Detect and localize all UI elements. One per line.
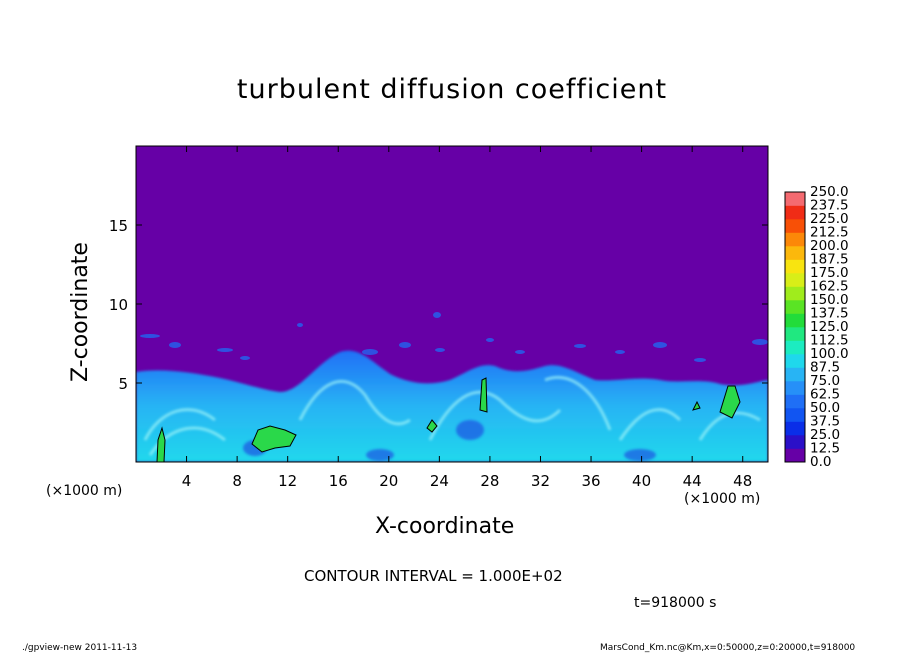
colorbar-level-label: 237.5 bbox=[810, 198, 849, 214]
colorbar-level-label: 62.5 bbox=[810, 387, 840, 403]
colorbar-level-label: 125.0 bbox=[810, 319, 849, 335]
footer-right: MarsCond_Km.nc@Km,x=0:50000,z=0:20000,t=… bbox=[600, 643, 856, 653]
colorbar-swatch bbox=[785, 354, 805, 368]
colorbar-swatch bbox=[785, 219, 805, 233]
colorbar: 0.012.525.037.550.062.575.087.5100.0112.… bbox=[784, 184, 849, 470]
x-tick-label: 20 bbox=[379, 472, 398, 490]
colorbar-swatch bbox=[785, 259, 805, 274]
x-axis-label: X-coordinate bbox=[375, 514, 515, 539]
y-axis-ticks: 5 10 15 bbox=[109, 217, 768, 393]
x-tick-label: 44 bbox=[683, 472, 702, 490]
colorbar-swatch bbox=[785, 273, 805, 287]
turbulent-layer bbox=[136, 312, 768, 462]
contour-region-1 bbox=[156, 426, 166, 462]
colorbar-swatch bbox=[785, 340, 805, 355]
x-tick-label: 4 bbox=[182, 472, 192, 490]
colorbar-swatch bbox=[785, 367, 805, 382]
colorbar-swatch bbox=[785, 448, 805, 463]
colorbar-swatch bbox=[785, 408, 805, 422]
contour-region-4 bbox=[426, 419, 438, 433]
y-tick-label: 10 bbox=[109, 296, 128, 314]
x-tick-label: 48 bbox=[733, 472, 752, 490]
colorbar-level-label: 250.0 bbox=[810, 184, 849, 200]
time-label: t=918000 s bbox=[634, 595, 717, 611]
y-tick-label: 15 bbox=[109, 217, 128, 235]
x-tick-label: 8 bbox=[232, 472, 242, 490]
x-tick-label: 32 bbox=[531, 472, 550, 490]
colorbar-swatch bbox=[785, 313, 805, 328]
colorbar-level-label: 75.0 bbox=[810, 373, 840, 389]
colorbar-level-label: 0.0 bbox=[810, 454, 831, 470]
colorbar-level-label: 212.5 bbox=[810, 225, 849, 241]
y-tick-label: 5 bbox=[118, 375, 128, 393]
colorbar-level-label: 37.5 bbox=[810, 414, 840, 430]
colorbar-swatch bbox=[785, 394, 805, 409]
x-tick-label: 40 bbox=[632, 472, 651, 490]
colorbar-swatch bbox=[785, 246, 805, 260]
contour-region-6 bbox=[692, 400, 701, 411]
colorbar-level-label: 150.0 bbox=[810, 292, 849, 308]
x-tick-label: 28 bbox=[480, 472, 499, 490]
x-axis-unit-right: (×1000 m) bbox=[684, 491, 761, 507]
colorbar-level-label: 187.5 bbox=[810, 252, 849, 268]
colorbar-level-label: 12.5 bbox=[810, 441, 840, 457]
x-axis-ticks: 4 8 12 16 20 24 28 32 36 40 44 48 bbox=[182, 146, 752, 490]
colorbar-level-label: 25.0 bbox=[810, 427, 840, 443]
colorbar-level-label: 225.0 bbox=[810, 211, 849, 227]
contour-region-5 bbox=[719, 385, 741, 419]
colorbar-swatch bbox=[785, 286, 805, 301]
colorbar-level-label: 137.5 bbox=[810, 306, 849, 322]
colorbar-swatch bbox=[785, 435, 805, 449]
colorbar-level-label: 112.5 bbox=[810, 333, 849, 349]
colorbar-swatch bbox=[785, 327, 805, 341]
x-tick-label: 36 bbox=[581, 472, 600, 490]
colorbar-level-label: 175.0 bbox=[810, 265, 849, 281]
y-axis-label: Z-coordinate bbox=[68, 242, 93, 382]
colorbar-swatch bbox=[785, 381, 805, 395]
colorbar-swatch bbox=[785, 205, 805, 220]
contour-region-2 bbox=[251, 425, 297, 453]
colorbar-level-label: 100.0 bbox=[810, 346, 849, 362]
colorbar-frame bbox=[784, 191, 806, 463]
colorbar-swatch bbox=[785, 421, 805, 436]
x-tick-label: 16 bbox=[329, 472, 348, 490]
colorbar-level-label: 50.0 bbox=[810, 400, 840, 416]
footer-left: ./gpview-new 2011-11-13 bbox=[22, 643, 138, 653]
colorbar-swatch bbox=[785, 300, 805, 314]
colorbar-swatch bbox=[785, 192, 805, 206]
x-axis-unit-left: (×1000 m) bbox=[46, 483, 123, 499]
colorbar-level-label: 200.0 bbox=[810, 238, 849, 254]
x-tick-label: 24 bbox=[430, 472, 449, 490]
contour-region-3 bbox=[479, 377, 488, 413]
colorbar-level-label: 162.5 bbox=[810, 279, 849, 295]
colorbar-level-label: 87.5 bbox=[810, 360, 840, 376]
x-tick-label: 12 bbox=[278, 472, 297, 490]
contour-interval-label: CONTOUR INTERVAL = 1.000E+02 bbox=[304, 567, 563, 585]
chart-title: turbulent diffusion coefficient bbox=[236, 74, 668, 105]
colorbar-swatch bbox=[785, 232, 805, 247]
